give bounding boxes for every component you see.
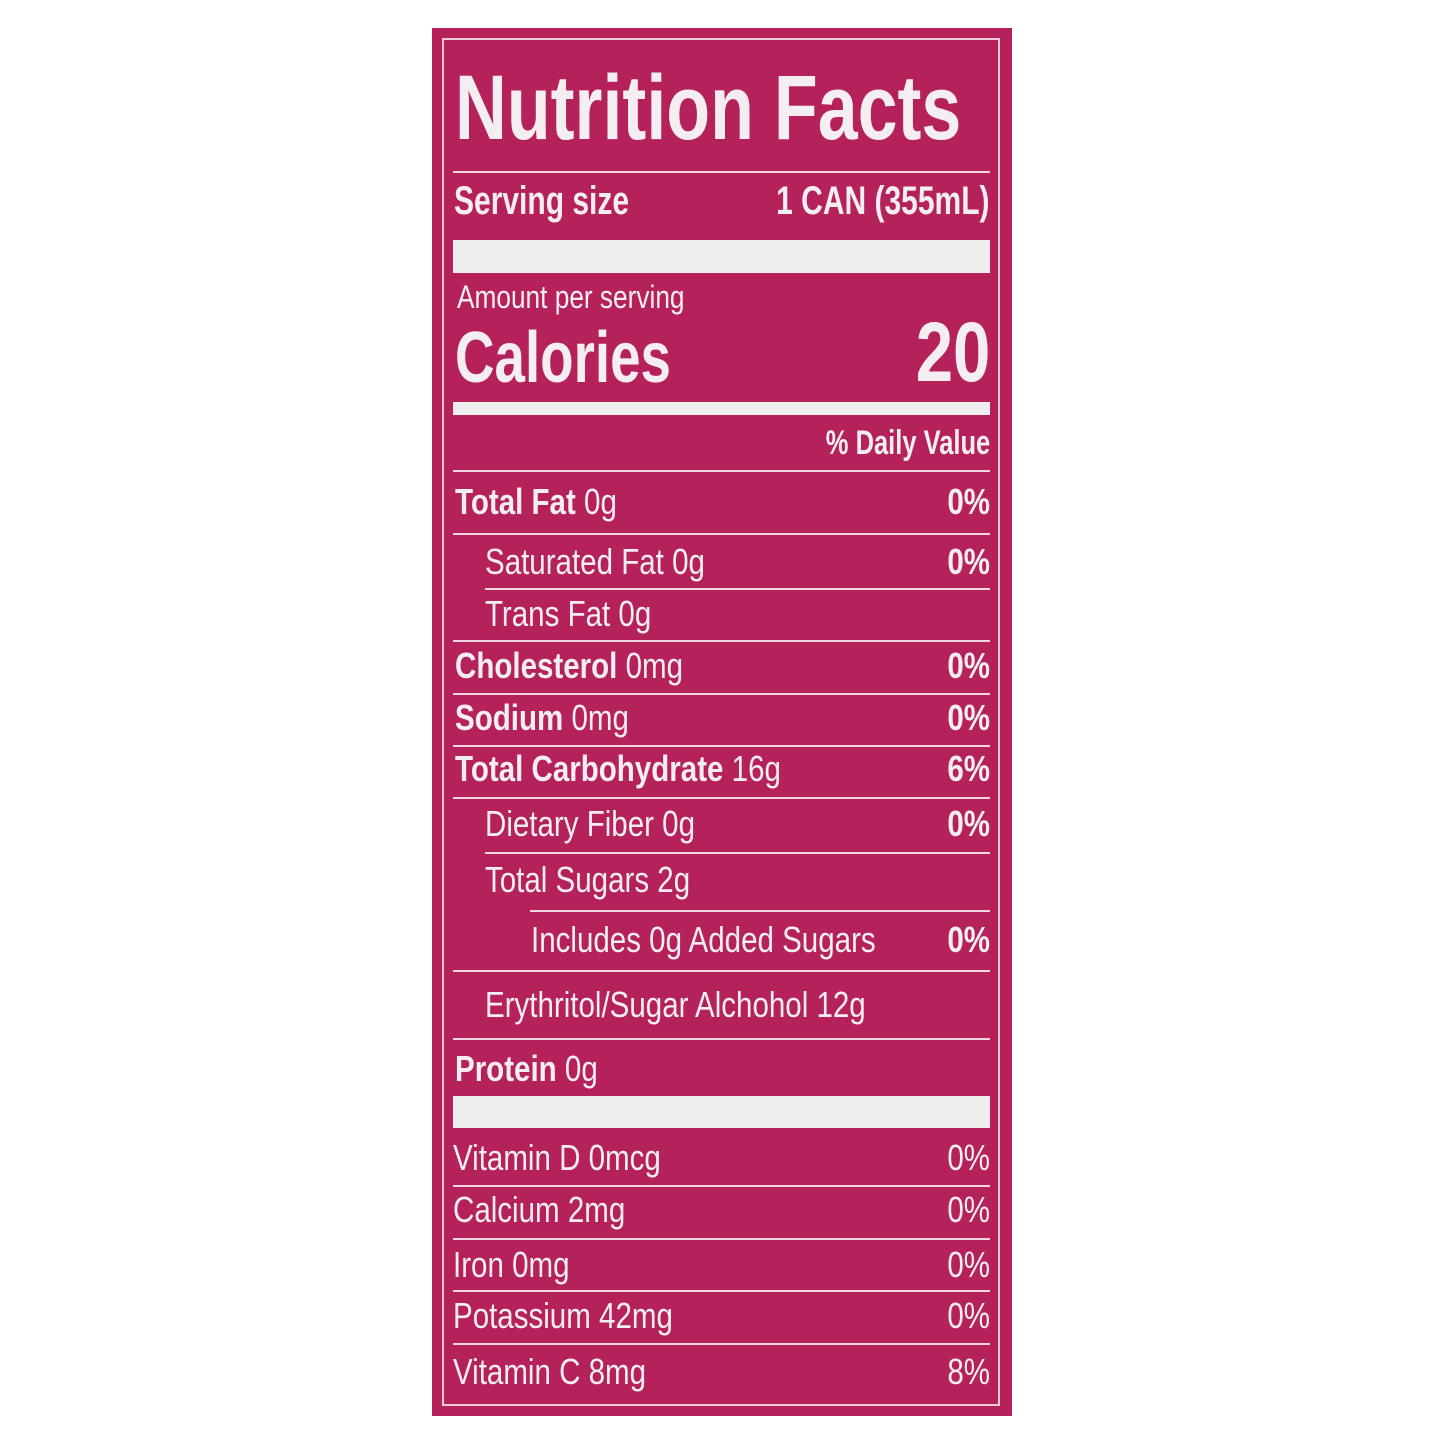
nutrient-amount: 0g [564,1048,598,1089]
nutrient-name: Includes 0g Added Sugars [531,919,876,960]
vitamin-daily-value: 0% [947,1295,990,1336]
nutrient-amount: 12g [816,984,866,1025]
divider [530,910,990,912]
divider [485,588,990,590]
vitamin-row: Potassium 42mg [453,1298,673,1334]
nutrient-daily-value: 0% [947,697,990,738]
nutrient-amount: 0g [584,481,617,522]
divider [453,1290,990,1292]
amount-per-serving: Amount per serving [457,279,685,315]
divider [453,1185,990,1187]
nutrient-name: Total Sugars [485,859,650,900]
divider [485,852,990,854]
vitamin-name: Iron [453,1244,504,1285]
vitamin-row: Iron 0mg [453,1247,570,1283]
daily-value-header: % Daily Value [825,424,990,462]
nutrition-label-border [442,38,1000,1406]
nutrient-amount: 0mg [571,697,629,738]
nutrient-row: Trans Fat 0g [485,596,651,632]
nutrient-name: Protein [455,1048,557,1089]
vitamin-name: Vitamin C [453,1351,581,1392]
nutrient-name: Cholesterol [455,645,618,686]
divider [453,470,990,472]
vitamin-row: Calcium 2mg [453,1192,625,1228]
nutrient-amount: 0g [672,541,705,582]
vitamin-amount: 0mcg [588,1137,661,1178]
nutrient-name: Total Fat [455,481,576,522]
thick-divider [453,240,990,273]
divider [453,693,990,695]
calories-label: Calories [455,318,671,398]
nutrient-amount: 16g [731,748,781,789]
nutrient-row: Total Carbohydrate 16g [455,751,781,787]
vitamin-daily-value: 0% [947,1189,990,1230]
nutrient-daily-value: 0% [947,541,990,582]
nutrient-daily-value: 0% [947,645,990,686]
serving-size-value: 1 CAN (355mL) [776,179,990,223]
vitamin-row: Vitamin C 8mg [453,1354,646,1390]
nutrient-daily-value: 0% [947,919,990,960]
nutrient-row: Sodium 0mg [455,700,629,736]
medium-divider [453,402,990,415]
vitamin-amount: 2mg [567,1189,626,1230]
nutrient-name: Sodium [455,697,564,738]
label-title: Nutrition Facts [455,57,962,159]
nutrient-name: Total Carbohydrate [455,748,724,789]
nutrient-amount: 0g [662,803,696,844]
nutrient-name: Dietary Fiber [485,803,654,844]
nutrient-row: Erythritol/Sugar Alchohol 12g [485,987,866,1023]
divider [453,1343,990,1345]
nutrient-daily-value: 6% [947,748,990,789]
divider [453,970,990,972]
nutrient-row: Protein 0g [455,1051,598,1087]
vitamin-daily-value: 0% [947,1244,990,1285]
vitamin-row: Vitamin D 0mcg [453,1140,661,1176]
divider [453,533,990,535]
vitamin-name: Potassium [453,1295,591,1336]
nutrient-amount: 0g [618,593,652,634]
nutrient-row: Cholesterol 0mg [455,648,683,684]
vitamin-amount: 42mg [599,1295,673,1336]
nutrient-row: Saturated Fat 0g [485,544,705,580]
nutrient-amount: 0mg [625,645,684,686]
nutrient-amount: 2g [657,859,691,900]
vitamin-amount: 0mg [512,1244,570,1285]
thick-divider [453,1096,990,1128]
nutrient-name: Trans Fat [485,593,611,634]
divider [453,1238,990,1240]
divider [453,171,990,173]
nutrient-daily-value: 0% [947,803,990,844]
nutrient-row: Total Sugars 2g [485,862,690,898]
vitamin-daily-value: 8% [947,1351,990,1392]
nutrient-row: Dietary Fiber 0g [485,806,695,842]
serving-size-label: Serving size [454,179,630,223]
divider [453,640,990,642]
vitamin-daily-value: 0% [947,1137,990,1178]
nutrient-name: Saturated Fat [485,541,664,582]
vitamin-name: Vitamin D [453,1137,581,1178]
nutrient-daily-value: 0% [947,481,990,522]
divider [453,797,990,799]
nutrient-name: Erythritol/Sugar Alchohol [485,984,809,1025]
vitamin-amount: 8mg [588,1351,647,1392]
calories-value: 20 [915,305,990,399]
vitamin-name: Calcium [453,1189,560,1230]
divider [453,745,990,747]
nutrient-row: Total Fat 0g [455,484,617,520]
nutrient-row: Includes 0g Added Sugars [531,922,876,958]
divider [453,1038,990,1040]
